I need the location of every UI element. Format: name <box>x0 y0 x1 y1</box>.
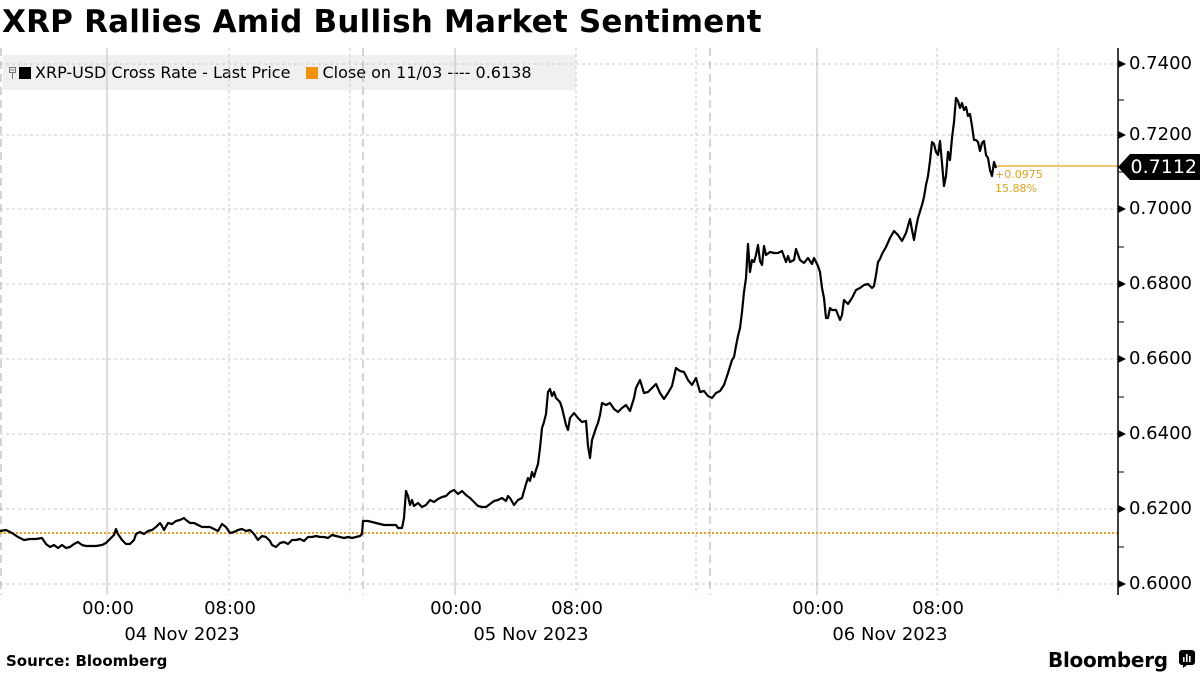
brand-logo-text: Bloomberg <box>1048 648 1168 672</box>
legend-item-series: XRP-USD Cross Rate - Last Price <box>19 63 290 82</box>
legend-series-label: XRP-USD Cross Rate - Last Price <box>35 63 291 82</box>
series-swatch-icon <box>19 66 31 79</box>
legend-item-reference: Close on 11/03 ---- 0.6138 <box>306 63 532 82</box>
y-axis-major-arrows <box>1118 60 1126 588</box>
source-note: Source: Bloomberg <box>6 652 168 670</box>
y-tick-label: 0.6000 <box>1129 573 1192 594</box>
x-date-label: 04 Nov 2023 <box>124 624 240 645</box>
y-tick-label: 0.7400 <box>1129 53 1192 74</box>
y-tick-label: 0.7000 <box>1129 198 1192 219</box>
y-tick-label: 0.7200 <box>1129 124 1192 145</box>
y-tick-label: 0.6600 <box>1129 348 1192 369</box>
y-tick-label: 0.6400 <box>1129 423 1192 444</box>
last-price-tag: 0.7112 <box>1130 154 1200 180</box>
x-tick-label: 08:00 <box>551 598 603 619</box>
price-change: +0.0975 <box>995 168 1043 181</box>
y-axis-ticks <box>1118 99 1124 548</box>
x-tick-label: 00:00 <box>792 598 844 619</box>
x-date-label: 06 Nov 2023 <box>832 624 948 645</box>
y-tick-label: 0.6800 <box>1129 273 1192 294</box>
last-price-tag-arrow <box>1118 154 1130 180</box>
reference-swatch-icon <box>306 66 319 79</box>
legend: XRP-USD Cross Rate - Last Price Close on… <box>3 55 576 90</box>
x-tick-label: 08:00 <box>912 598 964 619</box>
y-tick-label: 0.6200 <box>1129 498 1192 519</box>
vertical-gridlines <box>0 48 1059 595</box>
price-change-pct: 15.88% <box>995 182 1037 195</box>
x-date-label: 05 Nov 2023 <box>473 624 589 645</box>
chart-title: XRP Rallies Amid Bullish Market Sentimen… <box>2 4 762 40</box>
legend-pin-icon[interactable] <box>9 66 16 79</box>
price-line <box>0 96 998 550</box>
bloomberg-chart-icon <box>1179 650 1195 668</box>
x-tick-label: 08:00 <box>204 598 256 619</box>
legend-reference-label: Close on 11/03 ---- 0.6138 <box>322 63 532 82</box>
x-tick-label: 00:00 <box>430 598 482 619</box>
horizontal-gridlines <box>0 63 1118 585</box>
x-tick-label: 00:00 <box>82 598 134 619</box>
